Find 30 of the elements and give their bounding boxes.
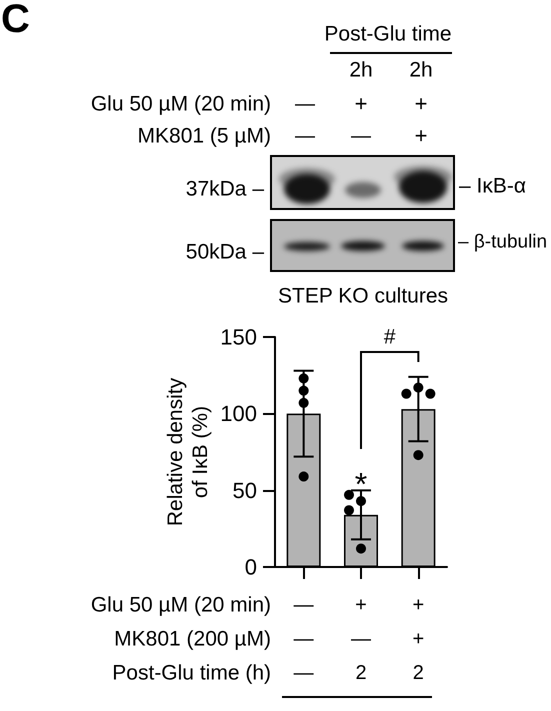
text: – β-tubulin xyxy=(458,232,548,252)
y-tick-label: 50 xyxy=(232,478,257,503)
text: 2h xyxy=(349,58,373,82)
text: — xyxy=(351,125,371,147)
text: MK801 (200 µM) xyxy=(114,628,271,650)
text: C xyxy=(1,0,30,41)
text: Glu 50 µM (20 min) xyxy=(90,594,271,616)
text: – IκB-α xyxy=(459,174,526,198)
x-tick-label: + + 2 xyxy=(412,594,424,684)
text: 37kDa – xyxy=(186,178,264,200)
text: + xyxy=(354,91,368,116)
y-axis-title: Relative density of IκB (%) xyxy=(164,377,212,526)
text: + xyxy=(414,123,428,148)
y-tick-label: 0 xyxy=(244,554,257,580)
y-tick-label: 150 xyxy=(220,324,257,350)
text: + xyxy=(414,91,428,116)
text: MK801 (5 µM) xyxy=(138,124,271,148)
text: 2h xyxy=(409,58,433,82)
text: — xyxy=(295,125,315,147)
x-tick-label: — — — xyxy=(294,594,314,684)
text: — xyxy=(295,93,315,115)
text: Post-Glu time (h) xyxy=(112,662,271,684)
y-tick-label: 100 xyxy=(220,401,257,426)
annotation: * xyxy=(354,466,368,502)
x-tick-label: + — 2 xyxy=(351,594,371,684)
text: Glu 50 µM (20 min) xyxy=(90,92,271,116)
text: Post-Glu time xyxy=(324,22,452,46)
text: STEP KO cultures xyxy=(278,284,448,308)
text: 50kDa – xyxy=(186,240,264,264)
annotation: # xyxy=(384,326,396,348)
